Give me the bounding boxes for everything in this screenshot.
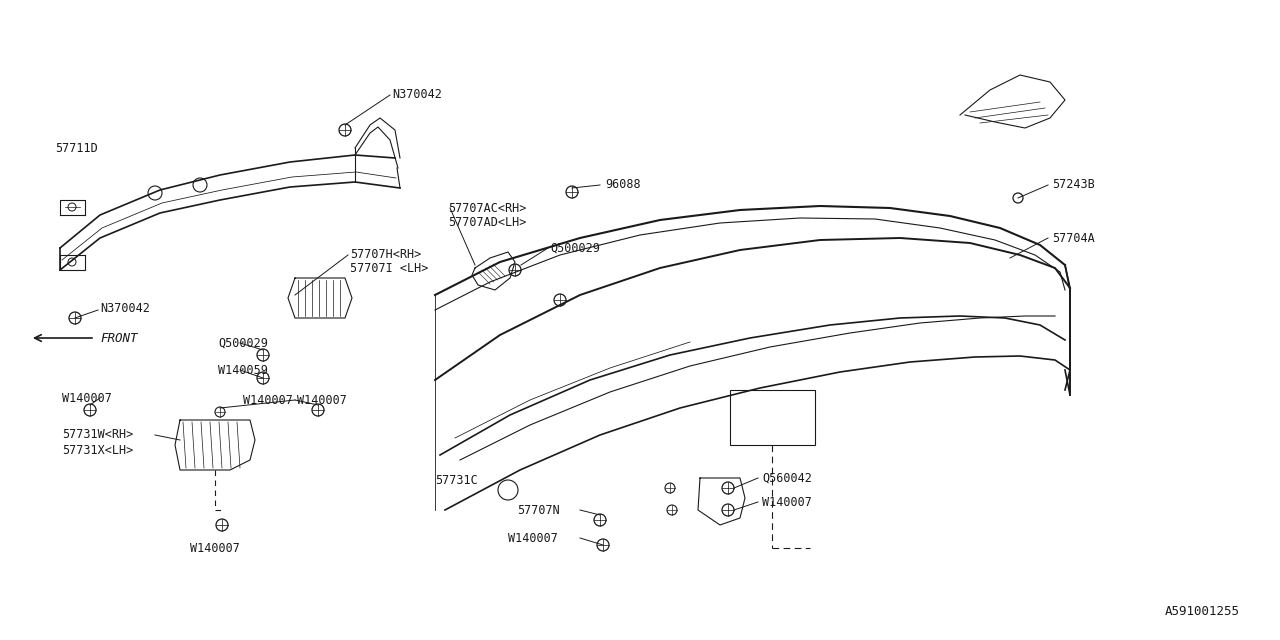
Text: 57707I <LH>: 57707I <LH> [349,262,429,275]
Text: Q560042: Q560042 [762,472,812,484]
Text: W140007: W140007 [61,392,111,404]
Text: W140059: W140059 [218,364,268,376]
Text: Q500029: Q500029 [550,241,600,255]
Text: 57711D: 57711D [55,141,97,154]
Text: 57707AC<RH>: 57707AC<RH> [448,202,526,214]
Bar [730,390,815,445]
Text: A591001255: A591001255 [1165,605,1240,618]
Text: N370042: N370042 [100,301,150,314]
Text: 57731X<LH>: 57731X<LH> [61,444,133,456]
Text: 57704A: 57704A [1052,232,1094,244]
Text: 96088: 96088 [605,179,640,191]
Text: W140007: W140007 [243,394,293,406]
Text: 57731C: 57731C [435,474,477,486]
Text: W140007: W140007 [297,394,347,406]
Text: 57707N: 57707N [517,504,561,516]
Text: 57707H<RH>: 57707H<RH> [349,248,421,262]
Text: W140007: W140007 [189,541,239,554]
Text: 57243B: 57243B [1052,179,1094,191]
Text: Q500029: Q500029 [218,337,268,349]
Text: W140007: W140007 [762,495,812,509]
Text: FRONT: FRONT [100,332,137,344]
Text: W140007: W140007 [508,531,558,545]
Text: 57707AD<LH>: 57707AD<LH> [448,216,526,228]
Text: 57731W<RH>: 57731W<RH> [61,429,133,442]
Text: N370042: N370042 [392,88,442,102]
